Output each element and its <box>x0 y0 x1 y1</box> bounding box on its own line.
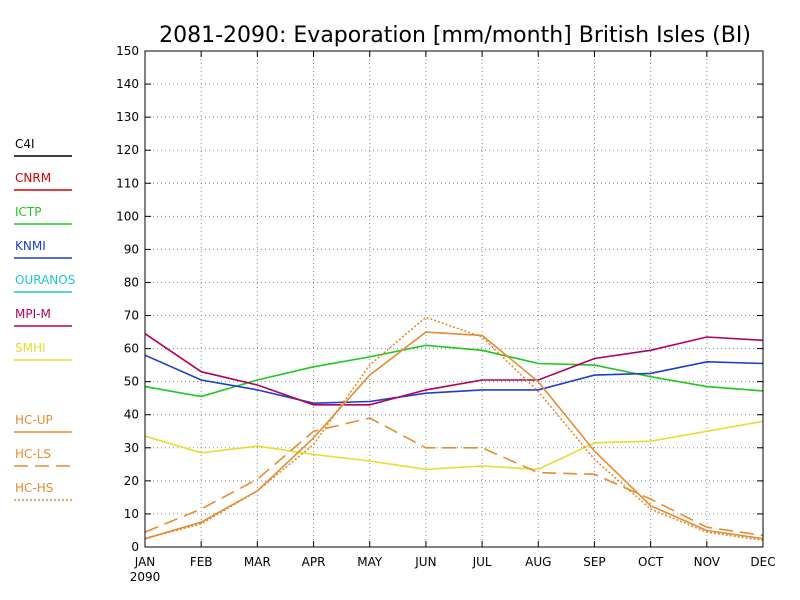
y-tick-label: 150 <box>116 44 139 58</box>
x-tick-label: MAR <box>244 555 271 569</box>
legend-label-ictp: ICTP <box>15 205 41 219</box>
legend-label-hc-ls: HC-LS <box>15 447 51 461</box>
x-tick-label: FEB <box>190 555 213 569</box>
plot-frame <box>144 50 764 548</box>
legend-label-hc-hs: HC-HS <box>15 481 53 495</box>
series-line-smhi <box>144 420 764 471</box>
axes: 0 10 20 30 40 50 60 70 80 90 100 110 120 130 140 150 JAN… <box>116 44 776 584</box>
legend-label-smhi: SMHI <box>15 341 46 355</box>
series-line-hc-ls <box>144 417 764 537</box>
y-tick-label: 40 <box>124 408 139 422</box>
series-line-ictp <box>144 344 764 398</box>
x-tick-label: MAY <box>357 555 383 569</box>
y-tick-label: 60 <box>124 342 139 356</box>
legend: C4I CNRM ICTP KNMI OURANOS MPI-M SMHI HC-UP HC-L… <box>14 137 75 501</box>
x-tick-label: SEP <box>583 555 605 569</box>
y-tick-label: 10 <box>124 507 139 521</box>
x-tick-label: NOV <box>694 555 721 569</box>
x-tick-label: JUN <box>414 555 436 569</box>
chart-title: 2081-2090: Evaporation [mm/month] Britis… <box>159 23 751 48</box>
y-tick-label: 90 <box>124 242 139 256</box>
grid <box>145 51 763 547</box>
series-line-hc-up <box>144 331 764 540</box>
y-tick-label: 30 <box>124 441 139 455</box>
series-line-hc-hs <box>144 316 764 542</box>
x-tick-label: DEC <box>750 555 775 569</box>
legend-label-mpi-m: MPI-M <box>15 307 51 321</box>
legend-label-hc-up: HC-UP <box>15 413 53 427</box>
legend-label-knmi: KNMI <box>15 239 46 253</box>
y-tick-label: 100 <box>116 209 139 223</box>
x-tick-label: APR <box>302 555 326 569</box>
legend-label-cnrm: CNRM <box>15 171 51 185</box>
x-tick-label: AUG <box>525 555 551 569</box>
y-tick-label: 0 <box>131 540 139 554</box>
y-tick-label: 110 <box>116 176 139 190</box>
series-line-knmi <box>144 354 764 405</box>
x-tick-label: JUL <box>472 555 492 569</box>
y-tick-label: 70 <box>124 309 139 323</box>
series-lines <box>144 316 764 542</box>
series-line-mpi-m <box>144 333 764 406</box>
legend-label-c4i: C4I <box>15 137 35 151</box>
y-tick-label: 50 <box>124 375 139 389</box>
y-tick-label: 130 <box>116 110 139 124</box>
y-tick-label: 140 <box>116 77 139 91</box>
x-tick-label: OCT <box>638 555 664 569</box>
y-tick-label: 80 <box>124 275 139 289</box>
x-year-label: 2090 <box>130 570 161 584</box>
y-tick-label: 120 <box>116 143 139 157</box>
x-tick-label: JAN <box>134 555 156 569</box>
legend-label-ouranos: OURANOS <box>15 273 75 287</box>
y-tick-label: 20 <box>124 474 139 488</box>
